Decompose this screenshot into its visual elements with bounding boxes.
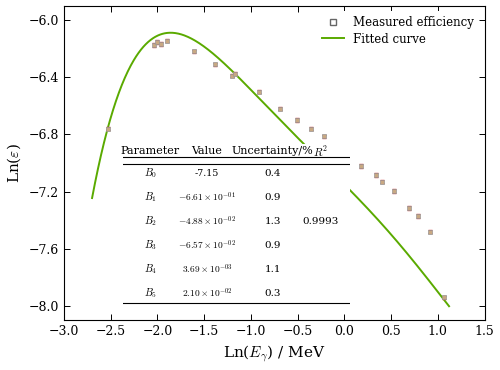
Point xyxy=(292,117,300,123)
Point xyxy=(378,179,386,185)
Point xyxy=(320,134,328,139)
Point xyxy=(231,71,239,77)
Y-axis label: Ln($\varepsilon$): Ln($\varepsilon$) xyxy=(6,143,23,183)
Point xyxy=(104,126,112,132)
Point xyxy=(150,42,158,48)
Point xyxy=(156,41,164,47)
Point xyxy=(372,172,380,178)
Point xyxy=(307,126,315,132)
Point xyxy=(276,105,283,111)
Point xyxy=(163,38,171,44)
Legend: Measured efficiency, Fitted curve: Measured efficiency, Fitted curve xyxy=(318,11,478,50)
Point xyxy=(426,229,434,235)
Point xyxy=(405,205,413,211)
Point xyxy=(154,39,162,45)
Point xyxy=(358,163,366,169)
Point xyxy=(228,73,236,79)
Point xyxy=(390,188,398,194)
Point xyxy=(211,61,219,67)
Point xyxy=(340,151,348,157)
Point xyxy=(414,213,422,219)
X-axis label: Ln($E_\gamma$) / MeV: Ln($E_\gamma$) / MeV xyxy=(223,344,326,364)
Point xyxy=(255,89,263,95)
Point xyxy=(440,295,448,300)
Point xyxy=(190,48,198,54)
